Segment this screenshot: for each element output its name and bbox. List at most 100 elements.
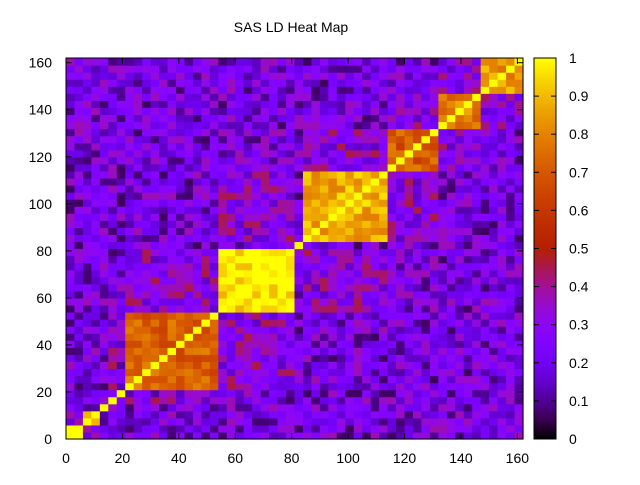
- heatmap-cell: [201, 206, 211, 214]
- heatmap-cell: [489, 234, 499, 243]
- heatmap-cell: [74, 262, 84, 271]
- heatmap-cell: [421, 312, 431, 320]
- heatmap-cell: [353, 135, 363, 144]
- heatmap-cell: [302, 248, 313, 257]
- heatmap-cell: [396, 347, 406, 355]
- heatmap-cell: [404, 86, 414, 94]
- heatmap-cell: [125, 283, 135, 292]
- heatmap-cell: [455, 368, 465, 377]
- heatmap-cell: [328, 234, 338, 243]
- heatmap-cell: [396, 304, 406, 313]
- heatmap-cell: [412, 431, 423, 440]
- heatmap-cell: [235, 375, 245, 384]
- heatmap-cell: [269, 269, 279, 278]
- heatmap-cell: [446, 58, 456, 66]
- heatmap-cell: [446, 361, 456, 370]
- heatmap-cell: [319, 79, 329, 87]
- heatmap-cell: [480, 135, 490, 144]
- heatmap-cell: [345, 255, 355, 264]
- heatmap-cell: [286, 269, 296, 278]
- heatmap-cell: [260, 93, 270, 101]
- heatmap-cell: [438, 192, 448, 200]
- heatmap-cell: [125, 410, 135, 419]
- heatmap-cell: [514, 431, 524, 440]
- heatmap-cell: [421, 347, 431, 355]
- heatmap-cell: [328, 290, 338, 299]
- heatmap-cell: [184, 121, 194, 130]
- heatmap-cell: [396, 86, 406, 94]
- heatmap-cell: [176, 326, 186, 334]
- heatmap-cell: [412, 163, 423, 172]
- heatmap-cell: [379, 269, 389, 278]
- heatmap-cell: [336, 255, 346, 264]
- heatmap-cell: [336, 283, 346, 292]
- heatmap-cell: [472, 128, 482, 137]
- heatmap-cell: [421, 326, 431, 334]
- heatmap-cell: [506, 142, 516, 151]
- heatmap-cell: [260, 199, 270, 207]
- heatmap-cell: [396, 220, 406, 228]
- heatmap-cell: [311, 142, 321, 151]
- heatmap-cell: [506, 199, 516, 207]
- heatmap-cell: [514, 304, 524, 313]
- heatmap-cell: [379, 114, 389, 123]
- heatmap-cell: [370, 114, 380, 123]
- heatmap-cell: [226, 213, 236, 221]
- heatmap-cell: [472, 227, 482, 235]
- heatmap-cell: [226, 248, 236, 257]
- heatmap-cell: [269, 192, 279, 200]
- heatmap-cell: [463, 199, 473, 207]
- heatmap-cell: [74, 248, 84, 257]
- heatmap-cell: [150, 326, 160, 334]
- heatmap-cell: [421, 79, 431, 87]
- heatmap-cell: [404, 297, 414, 306]
- heatmap-cell: [277, 142, 287, 151]
- heatmap-cell: [201, 319, 211, 327]
- heatmap-cell: [91, 128, 101, 137]
- heatmap-cell: [235, 156, 245, 165]
- heatmap-cell: [184, 424, 194, 433]
- heatmap-cell: [294, 65, 304, 73]
- heatmap-cell: [74, 354, 84, 362]
- heatmap-cell: [201, 290, 211, 299]
- heatmap-cell: [74, 340, 84, 348]
- heatmap-cell: [99, 276, 109, 285]
- heatmap-cell: [353, 156, 363, 165]
- heatmap-cell: [142, 403, 152, 412]
- heatmap-cell: [497, 65, 507, 73]
- heatmap-cell: [235, 86, 245, 94]
- heatmap-cell: [74, 199, 84, 207]
- heatmap-cell: [379, 241, 389, 250]
- heatmap-cell: [82, 234, 92, 243]
- heatmap-cell: [480, 213, 490, 221]
- heatmap-cell: [260, 403, 270, 412]
- heatmap-cell: [150, 283, 160, 292]
- heatmap-cell: [396, 326, 406, 334]
- heatmap-cell: [201, 333, 211, 341]
- heatmap-cell: [506, 269, 516, 278]
- heatmap-cell: [302, 199, 313, 207]
- heatmap-cell: [311, 431, 321, 440]
- heatmap-cell: [74, 382, 84, 391]
- heatmap-cell: [472, 185, 482, 193]
- heatmap-cell: [269, 354, 279, 362]
- heatmap-cell: [209, 312, 219, 320]
- heatmap-cell: [362, 199, 372, 207]
- heatmap-cell: [176, 58, 186, 66]
- heatmap-cell: [362, 333, 372, 341]
- x-tick-label: 140: [449, 450, 473, 466]
- heatmap-cell: [379, 93, 389, 101]
- heatmap-cell: [91, 424, 101, 433]
- heatmap-cell: [480, 241, 490, 250]
- heatmap-cell: [260, 213, 270, 221]
- heatmap-cell: [497, 361, 507, 370]
- heatmap-cell: [184, 410, 194, 419]
- heatmap-cell: [133, 431, 143, 440]
- heatmap-cell: [226, 128, 236, 137]
- heatmap-cell: [159, 326, 169, 334]
- heatmap-cell: [66, 107, 76, 116]
- heatmap-cell: [286, 361, 296, 370]
- heatmap-cell: [133, 114, 143, 123]
- heatmap-cell: [252, 135, 262, 144]
- heatmap-cell: [480, 312, 490, 320]
